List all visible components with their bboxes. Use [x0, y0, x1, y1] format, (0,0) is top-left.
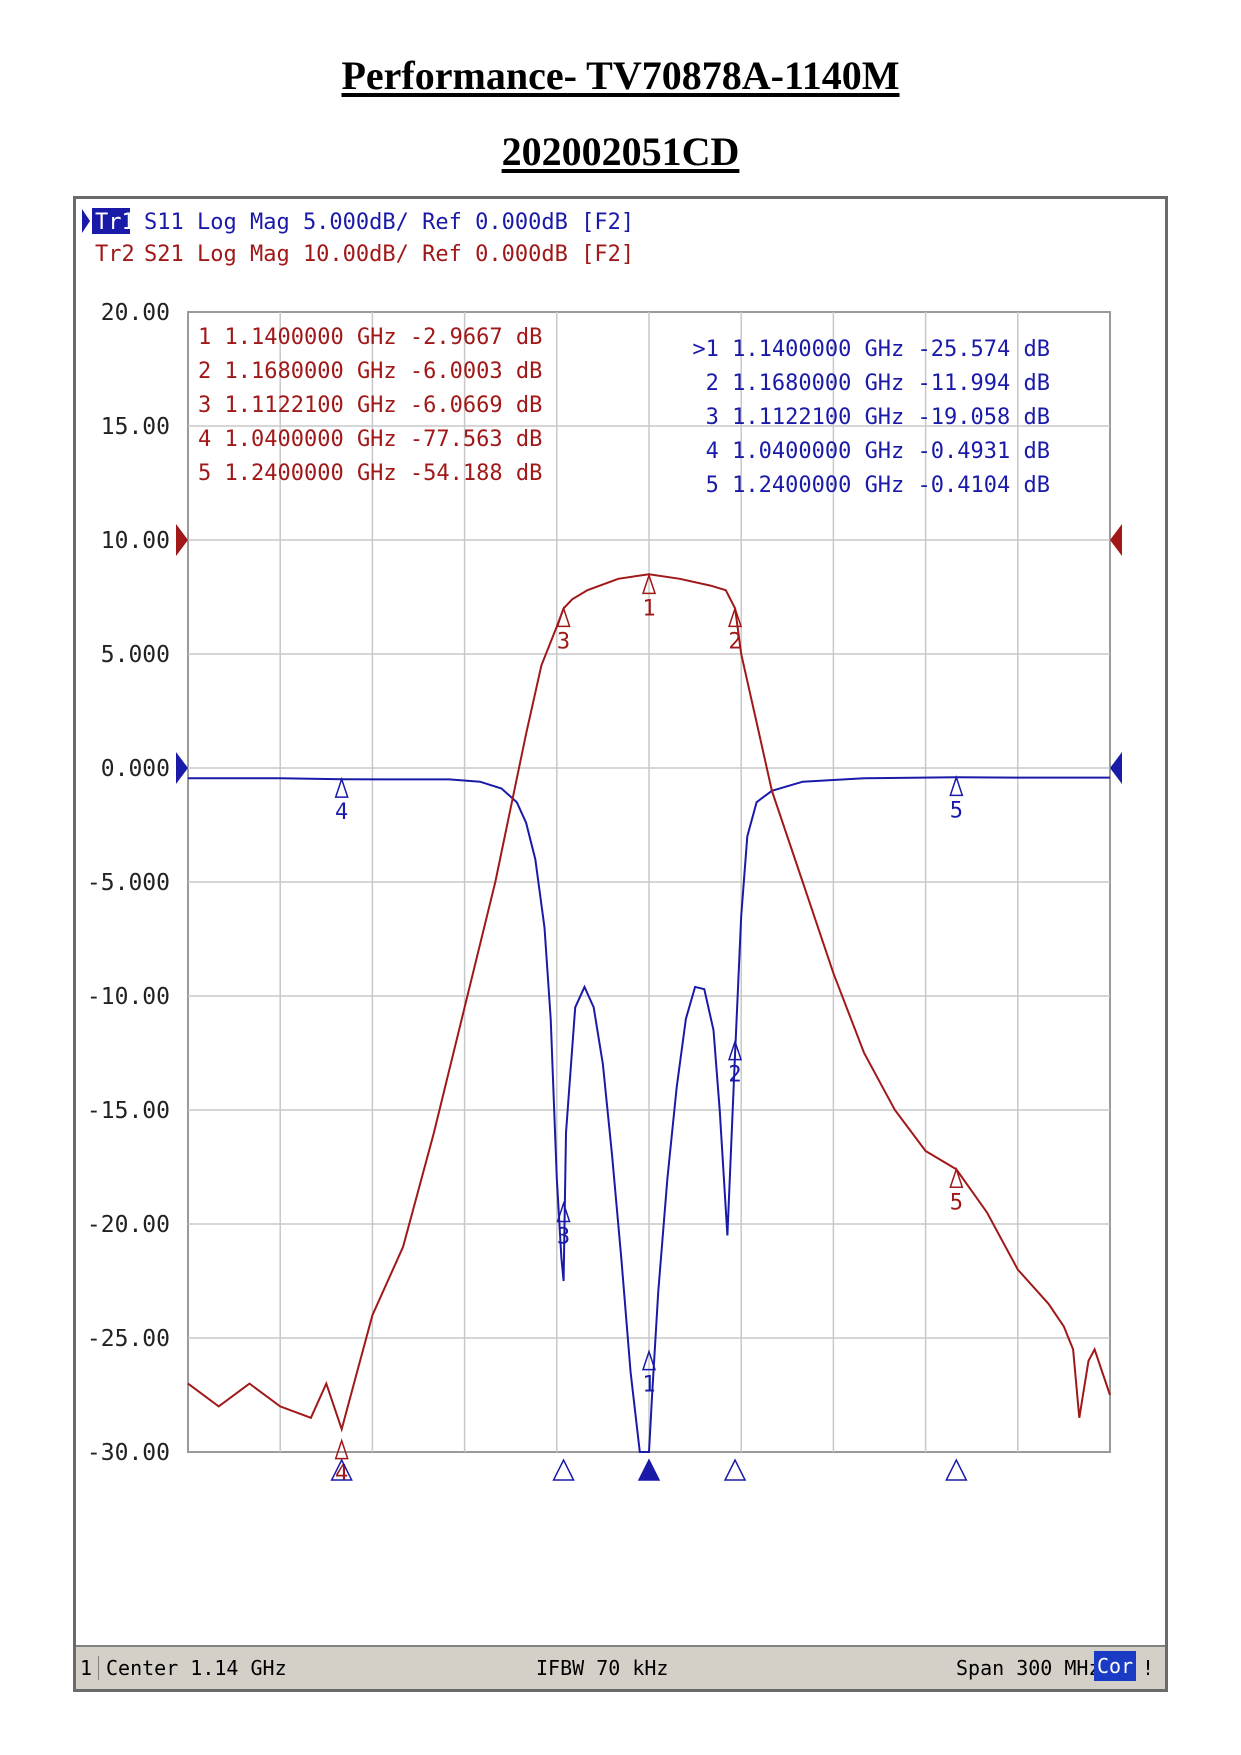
- y-tick-label: -20.00: [87, 1212, 170, 1238]
- marker-label-s21-3: 3: [557, 629, 570, 654]
- y-tick-label: 5.000: [101, 642, 170, 668]
- ref-arrow-s21-right: [1110, 524, 1122, 556]
- marker-s21-1: [641, 572, 657, 595]
- stimulus-marker: [330, 1458, 353, 1481]
- warning-indicator[interactable]: !: [1142, 1656, 1155, 1680]
- correction-badge[interactable]: Cor: [1094, 1651, 1137, 1681]
- marker-readout-tr2: 4 1.0400000 GHz -77.563 dB: [198, 427, 542, 452]
- marker-readout-tr2: 3 1.1122100 GHz -6.0669 dB: [198, 393, 542, 418]
- stimulus-marker: [723, 1458, 747, 1481]
- channel-number[interactable]: 1: [80, 1656, 100, 1680]
- ifbw-value[interactable]: IFBW 70 kHz: [536, 1656, 669, 1680]
- marker-readout-tr1: 3 1.1122100 GHz -19.058 dB: [706, 405, 1050, 430]
- analyzer-screen: 20.00 15.00 10.00 5.000 0.000 -5.000 -10.00 -15…: [73, 196, 1168, 1692]
- trace-s21: [187, 573, 1111, 1433]
- y-tick-label: 0.000: [101, 756, 170, 782]
- marker-label-s11-1: 1: [642, 1373, 655, 1398]
- stimulus-marker: [552, 1458, 575, 1481]
- marker-readout-tr2: 2 1.1680000 GHz -6.0003 dB: [198, 359, 542, 384]
- trace-s11: [188, 776, 1110, 1453]
- marker-label-s21-4: 4: [335, 1462, 348, 1487]
- marker-s11-2: [728, 1039, 743, 1061]
- y-tick-label: -15.00: [87, 1098, 170, 1124]
- y-tick-label: -10.00: [87, 984, 170, 1010]
- status-bar: 1 Center 1.14 GHz IFBW 70 kHz Span 300 M…: [76, 1645, 1165, 1689]
- marker-label-s11-2: 2: [728, 1063, 741, 1088]
- marker-readout-tr2: 1 1.1400000 GHz -2.9667 dB: [198, 325, 542, 350]
- marker-label-s11-4: 4: [335, 800, 348, 825]
- ref-arrow-s21-left: [176, 524, 188, 556]
- trace-header-tr1: S11 Log Mag 5.000dB/ Ref 0.000dB [F2]: [144, 210, 634, 235]
- page-subtitle: 202002051CD: [501, 129, 740, 174]
- marker-s11-1: [641, 1349, 657, 1371]
- y-tick-label: 15.00: [101, 414, 170, 440]
- stimulus-marker: [945, 1458, 968, 1481]
- ref-arrow-s11-right: [1110, 752, 1122, 784]
- y-tick-label: -5.000: [87, 870, 170, 896]
- marker-s11-4: [334, 776, 349, 798]
- marker-s21-3: [556, 606, 571, 628]
- marker-readout-tr1: >1 1.1400000 GHz -25.574 dB: [692, 337, 1050, 362]
- ref-arrow-s11-left: [176, 752, 188, 784]
- page-title: Performance- TV70878A-1140M: [341, 53, 900, 98]
- active-trace-arrow: [82, 209, 90, 233]
- marker-label-s11-3: 3: [557, 1224, 570, 1249]
- marker-s11-3: [556, 1201, 571, 1223]
- marker-label-s21-2: 2: [728, 629, 741, 654]
- chart-svg: 20.00 15.00 10.00 5.000 0.000 -5.000 -10.00 -15…: [82, 208, 1122, 1487]
- y-tick-label: -30.00: [87, 1440, 170, 1466]
- marker-readout-tr1: 5 1.2400000 GHz -0.4104 dB: [706, 473, 1050, 498]
- stimulus-marker: [637, 1458, 661, 1481]
- marker-label-s21-1: 1: [642, 596, 655, 621]
- marker-s21-5: [949, 1166, 964, 1189]
- y-tick-label: 10.00: [101, 528, 170, 554]
- marker-label-s21-5: 5: [950, 1190, 963, 1215]
- marker-readout-tr1: 4 1.0400000 GHz -0.4931 dB: [706, 439, 1050, 464]
- trace-id-tr2: Tr2: [95, 242, 135, 267]
- marker-s11-5: [949, 774, 964, 797]
- center-frequency[interactable]: Center 1.14 GHz: [106, 1656, 287, 1680]
- marker-s21-2: [728, 606, 743, 628]
- marker-label-s11-5: 5: [950, 798, 963, 823]
- span-value[interactable]: Span 300 MHz: [956, 1656, 1101, 1680]
- trace-header-tr2: S21 Log Mag 10.00dB/ Ref 0.000dB [F2]: [144, 242, 634, 267]
- y-tick-label: 20.00: [101, 300, 170, 326]
- marker-readout-tr2: 5 1.2400000 GHz -54.188 dB: [198, 461, 542, 486]
- marker-readout-tr1: 2 1.1680000 GHz -11.994 dB: [706, 371, 1050, 396]
- y-tick-label: -25.00: [87, 1326, 170, 1352]
- active-trace-badge: [92, 208, 130, 234]
- trace-id-tr1: Tr1: [95, 210, 135, 235]
